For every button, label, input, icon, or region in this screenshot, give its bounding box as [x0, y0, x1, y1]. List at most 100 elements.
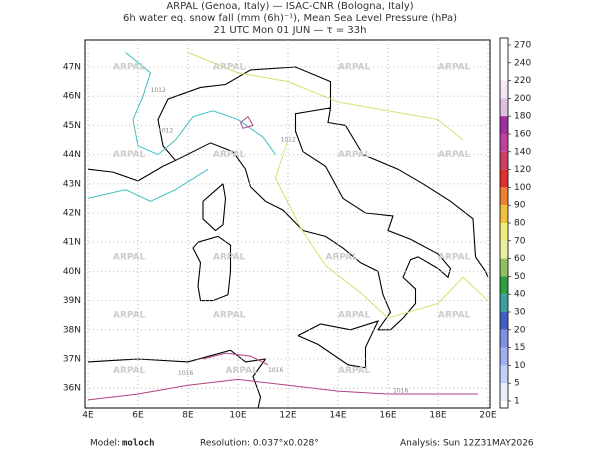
colorbar-label: 40	[514, 290, 526, 300]
watermark: ARPAL	[213, 311, 246, 321]
colorbar-label: 160	[514, 130, 531, 140]
colorbar-segment	[500, 383, 508, 401]
colorbar-segment	[500, 98, 508, 117]
lat-label: 44N	[63, 150, 81, 160]
lon-label: 8E	[182, 411, 194, 421]
colorbar-label: 200	[514, 94, 531, 104]
header-line: 21 UTC Mon 01 JUN — τ = 33h	[214, 25, 367, 36]
lon-label: 18E	[429, 411, 446, 421]
footer-model: moloch	[122, 439, 155, 449]
lat-label: 39N	[63, 296, 81, 306]
colorbar-segment	[500, 347, 508, 366]
coastline	[125, 52, 276, 156]
lat-label: 37N	[63, 355, 81, 365]
coastline	[274, 139, 489, 319]
lon-label: 10E	[229, 411, 246, 421]
lat-label: 38N	[63, 325, 81, 335]
colorbar-segment	[500, 134, 508, 152]
watermark: ARPAL	[213, 150, 246, 160]
coastline	[297, 320, 380, 369]
lat-label: 46N	[63, 92, 81, 102]
colorbar-segment	[500, 116, 508, 134]
lon-label: 20E	[479, 411, 496, 421]
colorbar-label: 30	[514, 308, 526, 318]
contour-label: 1016	[268, 367, 283, 374]
watermark: ARPAL	[438, 150, 471, 160]
lat-label: 36N	[63, 384, 81, 394]
colorbar-segment	[500, 240, 508, 259]
watermark: ARPAL	[113, 150, 146, 160]
lon-label: 6E	[132, 411, 144, 421]
colorbar-label: 180	[514, 112, 531, 122]
watermark: ARPAL	[338, 366, 371, 376]
watermark: ARPAL	[338, 63, 371, 73]
colorbar-segment	[500, 169, 508, 188]
coastline	[202, 352, 269, 366]
watermark: ARPAL	[113, 63, 146, 73]
colorbar-segment	[500, 223, 508, 241]
watermark: ARPAL	[438, 311, 471, 321]
watermark: ARPAL	[113, 311, 146, 321]
colorbar-segment	[500, 365, 508, 384]
colorbar-label: 20	[514, 325, 526, 335]
lat-label: 45N	[63, 121, 81, 131]
colorbar-segment	[500, 258, 508, 277]
colorbar-segment	[500, 187, 508, 206]
colorbar-label: 100	[514, 183, 531, 193]
watermark: ARPAL	[213, 63, 246, 73]
lat-label: 43N	[63, 179, 81, 189]
coastline	[202, 183, 227, 232]
coastline	[87, 378, 478, 401]
colorbar-segment	[500, 45, 508, 63]
footer-model-label: Model:	[90, 439, 120, 449]
watermark: ARPAL	[338, 311, 371, 321]
header-line: 6h water eq. snow fall (mm (6h)⁻¹), Mean…	[123, 13, 457, 24]
colorbar-segment	[500, 294, 508, 312]
lon-label: 12E	[279, 411, 296, 421]
contour-label: 1012	[158, 128, 173, 135]
lon-label: 4E	[82, 411, 94, 421]
colorbar-label: 80	[514, 219, 526, 229]
colorbar-label: 50	[514, 272, 526, 282]
colorbar-segment	[500, 80, 508, 99]
colorbar-label: 220	[514, 76, 531, 86]
colorbar-segment	[500, 329, 508, 348]
coastline	[87, 168, 209, 202]
watermark: ARPAL	[438, 252, 471, 262]
lat-label: 47N	[63, 63, 81, 73]
colorbar-label: 15	[514, 343, 525, 353]
colorbar-label: 240	[514, 58, 531, 68]
contour-label: 1016	[393, 388, 408, 395]
colorbar-segment	[500, 312, 508, 330]
watermark: ARPAL	[338, 150, 371, 160]
contour-label: 1016	[178, 370, 193, 377]
colorbar-segment	[500, 205, 508, 223]
colorbar-label: 60	[514, 254, 526, 264]
colorbar-label: 120	[514, 165, 531, 175]
coastlines	[87, 66, 489, 409]
footer-analysis: Analysis: Sun 12Z31MAY2026	[400, 439, 534, 449]
watermark: ARPAL	[113, 366, 146, 376]
watermark: ARPAL	[113, 252, 146, 262]
colorbar-label: 140	[514, 147, 531, 157]
colorbar-label: 70	[514, 236, 526, 246]
colorbar-label: 5	[514, 379, 520, 389]
colorbar-label: 1	[514, 397, 520, 407]
coastline	[87, 349, 267, 409]
lat-label: 40N	[63, 267, 81, 277]
lat-label: 42N	[63, 209, 81, 219]
header-line: ARPAL (Genoa, Italy) — ISAC-CNR (Bologna…	[166, 1, 413, 12]
lon-label: 16E	[379, 411, 396, 421]
contour-label: 1012	[151, 87, 166, 94]
colorbar-segment	[500, 151, 508, 170]
lon-label: 14E	[329, 411, 346, 421]
watermark: ARPAL	[438, 63, 471, 73]
coastline	[157, 66, 332, 161]
watermark: ARPAL	[326, 252, 359, 262]
colorbar-label: 90	[514, 201, 526, 211]
map-frame	[84, 39, 491, 409]
colorbar-segment	[500, 276, 508, 295]
watermark: ARPAL	[213, 252, 246, 262]
colorbar-segment	[500, 62, 508, 81]
